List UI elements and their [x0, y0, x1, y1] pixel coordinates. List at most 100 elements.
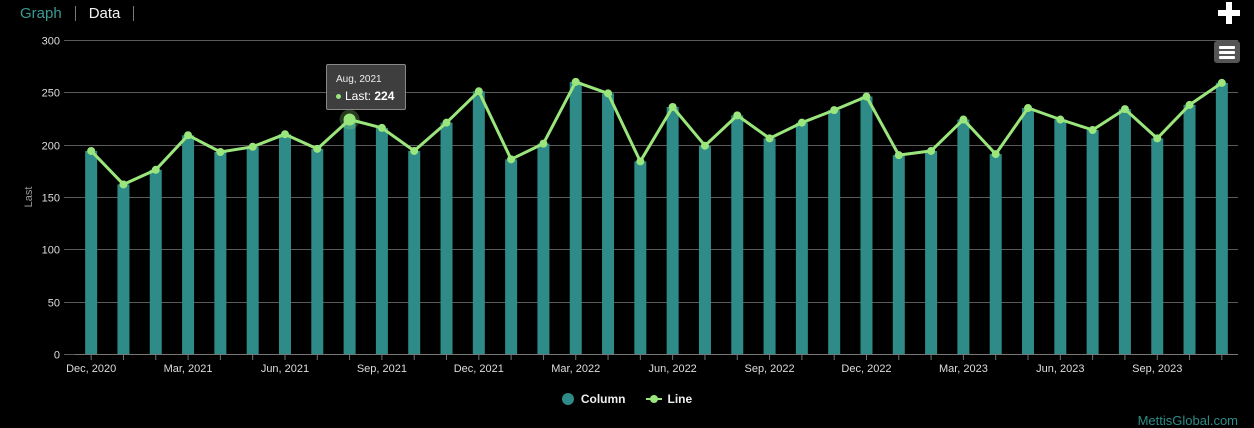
- x-tick-label: Jun, 2021: [261, 363, 309, 375]
- bar: [860, 96, 873, 355]
- y-tick-label: 200: [42, 141, 60, 153]
- line-point: [927, 146, 936, 155]
- line-point: [1088, 126, 1097, 135]
- legend-line-symbol: [645, 393, 662, 405]
- line-point: [216, 147, 225, 156]
- line-point: [894, 151, 903, 160]
- y-tick-label: 100: [42, 245, 60, 257]
- line-point: [507, 155, 516, 164]
- line-point: [442, 118, 451, 127]
- credit-link[interactable]: MettisGlobal.com: [1137, 413, 1238, 428]
- bar: [666, 106, 679, 354]
- line-point: [636, 157, 645, 166]
- line-point: [700, 141, 709, 150]
- line-point: [991, 150, 1000, 159]
- line-point: [343, 113, 356, 126]
- bar: [278, 134, 291, 354]
- x-tick-label: Sep, 2023: [1132, 363, 1182, 375]
- y-tick-label: 250: [42, 88, 60, 100]
- tooltip-series: Last: [345, 89, 368, 103]
- bar: [85, 150, 98, 354]
- line-point: [733, 111, 742, 120]
- line-point: [1185, 100, 1194, 109]
- legend-item-column[interactable]: Column: [561, 392, 626, 406]
- bar: [1086, 130, 1099, 354]
- bar: [569, 81, 582, 354]
- bar: [892, 155, 905, 354]
- line-point: [668, 102, 677, 111]
- legend-line-label: Line: [667, 392, 693, 406]
- tooltip-marker: [336, 94, 341, 100]
- bar: [731, 115, 744, 354]
- bar: [795, 122, 808, 354]
- chart: Dec, 2020 Mar, 2021 Jun, 2021 Sep, 2021 Dec,…: [23, 36, 1238, 375]
- x-tick-label: Mar, 2022: [551, 363, 600, 375]
- tab-graph[interactable]: Graph: [20, 5, 62, 22]
- bar: [408, 150, 421, 354]
- line-point: [151, 165, 160, 174]
- tab-data[interactable]: Data: [88, 5, 121, 22]
- bar: [1022, 108, 1035, 355]
- bar: [182, 135, 195, 354]
- bar: [472, 91, 485, 354]
- line-point: [830, 106, 839, 115]
- bar: [117, 184, 130, 354]
- bar: [214, 151, 227, 354]
- x-tick-label: Sep, 2021: [357, 363, 407, 375]
- bar: [925, 150, 938, 354]
- line-point: [377, 123, 386, 132]
- bar: [505, 159, 518, 354]
- legend: Column Line: [0, 392, 1254, 406]
- legend-column-symbol: [561, 393, 574, 405]
- line-point: [313, 144, 322, 153]
- line-points: [87, 77, 1226, 189]
- gridlines: [64, 40, 1238, 355]
- bar: [1151, 138, 1164, 354]
- bar: [343, 119, 356, 355]
- line-series: [90, 80, 1223, 186]
- line-point: [604, 89, 613, 98]
- line-point: [862, 92, 871, 101]
- line-point: [410, 146, 419, 155]
- bar: [1183, 104, 1196, 354]
- tooltip-date: Aug, 2021: [336, 74, 382, 85]
- x-tick-label: Dec, 2020: [66, 363, 116, 375]
- x-tick-label: Jun, 2022: [648, 363, 696, 375]
- y-axis-title: Last: [23, 187, 35, 208]
- x-tick-label: Dec, 2022: [841, 363, 891, 375]
- plus-icon[interactable]: [1218, 2, 1240, 24]
- line-point: [797, 118, 806, 127]
- x-tick-label: Mar, 2021: [164, 363, 213, 375]
- tab-divider: [74, 6, 76, 21]
- bar: [311, 148, 324, 354]
- hamburger-menu-icon[interactable]: [1214, 41, 1240, 63]
- line-point: [539, 139, 548, 148]
- line-point: [474, 87, 483, 96]
- bar: [246, 146, 259, 354]
- x-tick-label: Dec, 2021: [454, 363, 504, 375]
- bar: [634, 161, 647, 354]
- line-point: [87, 146, 96, 155]
- tooltip: Aug, 2021 Last: 224: [326, 64, 406, 110]
- bar: [957, 119, 970, 355]
- bar: [828, 110, 841, 354]
- bar: [1215, 82, 1228, 354]
- line-point: [119, 180, 128, 189]
- legend-item-line[interactable]: Line: [645, 392, 693, 406]
- y-tick-label: 50: [48, 298, 60, 310]
- x-axis: Dec, 2020 Mar, 2021 Jun, 2021 Sep, 2021 Dec,…: [66, 354, 1238, 375]
- line-point: [1056, 115, 1065, 124]
- bar: [602, 93, 615, 354]
- line-point: [1153, 134, 1162, 143]
- tab-divider: [133, 6, 135, 21]
- line-point: [1217, 78, 1226, 87]
- y-tick-label: 300: [42, 36, 60, 48]
- bar: [1054, 119, 1067, 355]
- column-series: [85, 81, 1228, 355]
- bar: [440, 122, 453, 354]
- x-tick-label: Sep, 2022: [744, 363, 794, 375]
- line-point: [184, 131, 193, 140]
- line-point: [1120, 105, 1129, 114]
- bar: [149, 169, 162, 354]
- tooltip-value-row: Last: 224: [336, 89, 394, 103]
